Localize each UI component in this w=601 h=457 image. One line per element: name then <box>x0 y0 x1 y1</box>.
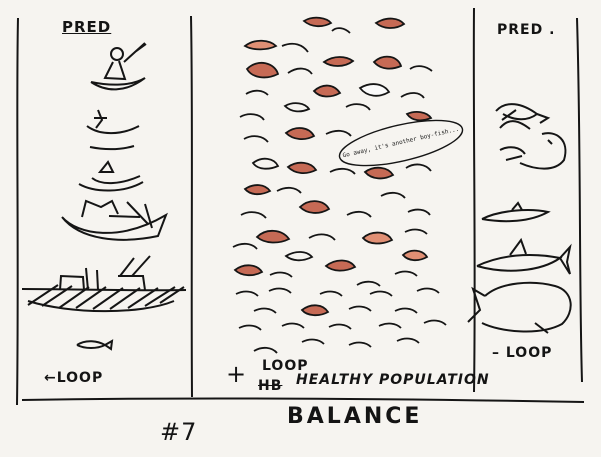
center-loop-label: LOOP <box>262 358 309 374</box>
bird-with-fish-icon <box>495 103 551 130</box>
right-predator-label: PRED . <box>497 22 556 38</box>
right-border-line <box>576 17 583 383</box>
sea-lion-icon <box>499 132 567 170</box>
scribbled-word: HB <box>258 378 283 394</box>
left-predator-label: PRED <box>62 18 112 36</box>
drawing-number: #7 <box>160 418 198 446</box>
small-fish-left-icon <box>76 339 114 351</box>
right-loop-label: – LOOP <box>492 345 553 361</box>
small-boat-icon <box>86 109 140 135</box>
stern-boat-icon <box>89 145 135 151</box>
left-loop-label: ←LOOP <box>44 370 104 386</box>
whale-icon <box>467 281 572 334</box>
left-divider-line <box>190 15 193 398</box>
fishing-boat-icon <box>61 181 168 241</box>
fish-school-shapes <box>232 16 459 354</box>
small-shark-icon <box>481 201 551 223</box>
healthy-population-label: HEALTHY POPULATION <box>296 372 490 388</box>
speech-bubble-outline <box>338 119 464 167</box>
fisherman-in-boat-icon <box>90 42 147 91</box>
center-plus-sign: + <box>226 360 248 388</box>
right-divider-line <box>472 7 476 393</box>
left-border-line <box>16 17 19 406</box>
sailboat-icon <box>91 160 141 184</box>
bottom-rule-line <box>21 397 585 403</box>
large-shark-icon <box>476 237 572 275</box>
drawing-title: BALANCE <box>287 404 423 429</box>
trawler-ship-icon <box>21 255 187 313</box>
